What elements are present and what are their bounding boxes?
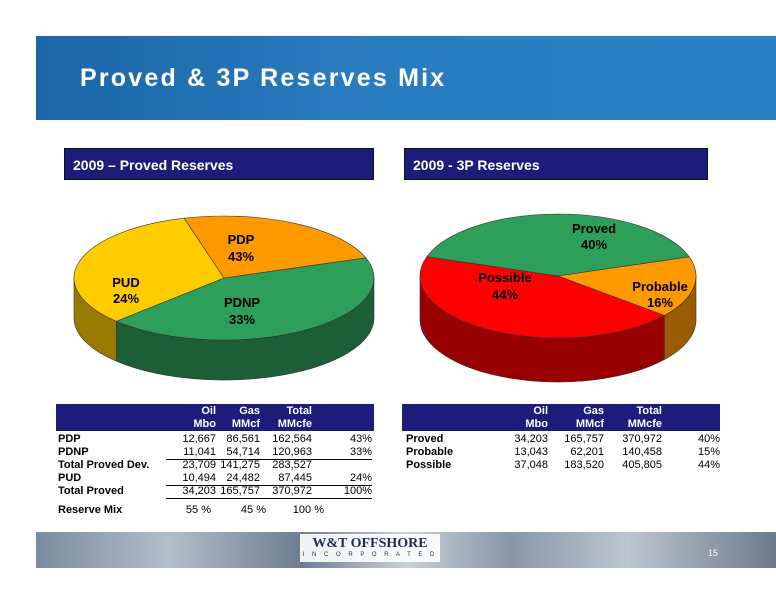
pct-value: 24% — [349, 472, 372, 484]
slice-value-possible: 44% — [492, 287, 518, 302]
pie-slice-pdp — [115, 257, 375, 341]
row-label: Possible — [406, 459, 452, 471]
oil-value: 34,203 — [514, 433, 548, 445]
3p-table-header: Oil Mbo Gas MMcf Total MMcfe — [402, 404, 720, 431]
total-value: 370,972 — [272, 485, 312, 497]
col-oil-header: Oil — [533, 405, 548, 417]
row-label: PDNP — [58, 446, 89, 458]
row-label: PUD — [58, 472, 82, 484]
table-row: PDNP 11,041 54,714 120,963 33% — [56, 446, 374, 460]
table-row: Total Proved 34,203 165,757 370,972 100% — [56, 485, 374, 499]
double-rule — [166, 498, 372, 499]
table-row: Probable 13,043 62,201 140,458 15% — [402, 446, 720, 460]
row-label: Probable — [406, 446, 454, 458]
table-row: Total Proved Dev. 23,709 141,275 283,527 — [56, 459, 374, 473]
row-label: Reserve Mix — [58, 504, 123, 516]
slice-label-proved: Proved — [572, 221, 616, 236]
slice-value-probable: 16% — [647, 295, 673, 310]
gas-value: 183,520 — [564, 459, 604, 471]
col-gas-unit: MMcf — [575, 418, 604, 430]
total-mix: 100 % — [292, 504, 324, 516]
row-label: Total Proved — [58, 485, 124, 497]
col-oil-unit: Mbo — [525, 418, 548, 430]
logo-name: W&T OFFSHORE — [312, 536, 428, 551]
slice-label-probable: Probable — [632, 279, 688, 294]
pct-value: 43% — [349, 433, 372, 445]
gas-value: 165,757 — [220, 485, 260, 497]
page-title: Proved & 3P Reserves Mix — [80, 64, 447, 92]
oil-mix: 55 % — [185, 504, 211, 516]
col-oil-unit: Mbo — [193, 418, 216, 430]
pct-value: 44% — [697, 459, 720, 471]
col-total-header: Total — [636, 405, 662, 417]
pie-slice-pdnp — [73, 217, 225, 322]
gas-value: 62,201 — [570, 446, 604, 458]
slice-label-pud: PUD — [112, 275, 139, 290]
col-total-unit: MMcfe — [627, 418, 662, 430]
col-gas-unit: MMcf — [231, 418, 260, 430]
col-total-header: Total — [286, 405, 312, 417]
row-label: Proved — [406, 433, 444, 445]
table-row: Possible 37,048 183,520 405,805 44% — [402, 459, 720, 473]
title-bar: Proved & 3P Reserves Mix — [36, 36, 776, 120]
oil-value: 10,494 — [182, 472, 216, 484]
slice-label-pdp: PDP — [228, 232, 255, 247]
slice-value-pdnp: 33% — [229, 312, 255, 327]
oil-value: 37,048 — [514, 459, 548, 471]
pct-value: 100% — [343, 485, 372, 497]
slice-value-pud: 24% — [113, 291, 139, 306]
total-value: 87,445 — [278, 472, 312, 484]
oil-value: 34,203 — [182, 485, 216, 497]
gas-value: 86,561 — [226, 433, 260, 445]
reserve-mix-row: Reserve Mix 55 % 45 % 100 % — [56, 504, 374, 518]
table-row: PDP 12,667 86,561 162,564 43% — [56, 433, 374, 447]
row-label: PDP — [58, 433, 81, 445]
slice-value-pdp: 43% — [228, 249, 254, 264]
gas-value: 165,757 — [564, 433, 604, 445]
slice-value-proved: 40% — [581, 237, 607, 252]
col-gas-header: Gas — [239, 405, 260, 417]
total-value: 162,564 — [272, 433, 312, 445]
subtotal-rule — [166, 459, 372, 460]
proved-reserves-header: 2009 – Proved Reserves — [64, 148, 374, 180]
proved-reserves-pie-chart: PDP 43% PUD 24% PDNP 33% — [73, 215, 375, 381]
oil-value: 11,041 — [183, 446, 216, 458]
oil-value: 12,667 — [182, 433, 216, 445]
gas-value: 54,714 — [226, 446, 260, 458]
total-value: 370,972 — [622, 433, 662, 445]
total-rule — [166, 485, 372, 486]
page-number: 15 — [708, 548, 719, 558]
company-logo: W&T OFFSHORE I N C O R P O R A T E D — [300, 534, 440, 562]
logo-subtitle: I N C O R P O R A T E D — [302, 552, 438, 558]
gas-mix: 45 % — [240, 504, 266, 516]
col-gas-header: Gas — [583, 405, 604, 417]
pie-slice-proved — [426, 213, 690, 277]
col-oil-header: Oil — [201, 405, 216, 417]
slice-label-possible: Possible — [478, 270, 531, 285]
gas-value: 141,275 — [220, 459, 260, 471]
pct-value: 15% — [697, 446, 720, 458]
slice-label-pdnp: PDNP — [224, 295, 260, 310]
oil-value: 13,043 — [514, 446, 548, 458]
total-value: 283,527 — [272, 459, 312, 471]
3p-reserves-pie-chart: Proved 40% Possible 44% Probable 16% — [419, 213, 697, 383]
3p-reserves-header: 2009 - 3P Reserves — [404, 148, 708, 180]
proved-table-header: Oil Mbo Gas MMcf Total MMcfe — [56, 404, 374, 431]
pie-slice-possible — [419, 256, 666, 339]
oil-value: 23,709 — [182, 459, 216, 471]
col-total-unit: MMcfe — [277, 418, 312, 430]
pie-slice-probable — [557, 256, 697, 316]
total-value: 405,805 — [622, 459, 662, 471]
pie-slice-pud — [183, 215, 367, 279]
table-row: PUD 10,494 24,482 87,445 24% — [56, 472, 374, 486]
row-label: Total Proved Dev. — [58, 459, 150, 471]
gas-value: 24,482 — [226, 472, 260, 484]
pct-value: 40% — [697, 433, 720, 445]
pct-value: 33% — [349, 446, 372, 458]
total-value: 140,458 — [622, 446, 662, 458]
total-value: 120,963 — [272, 446, 312, 458]
table-row: Proved 34,203 165,757 370,972 40% — [402, 433, 720, 447]
